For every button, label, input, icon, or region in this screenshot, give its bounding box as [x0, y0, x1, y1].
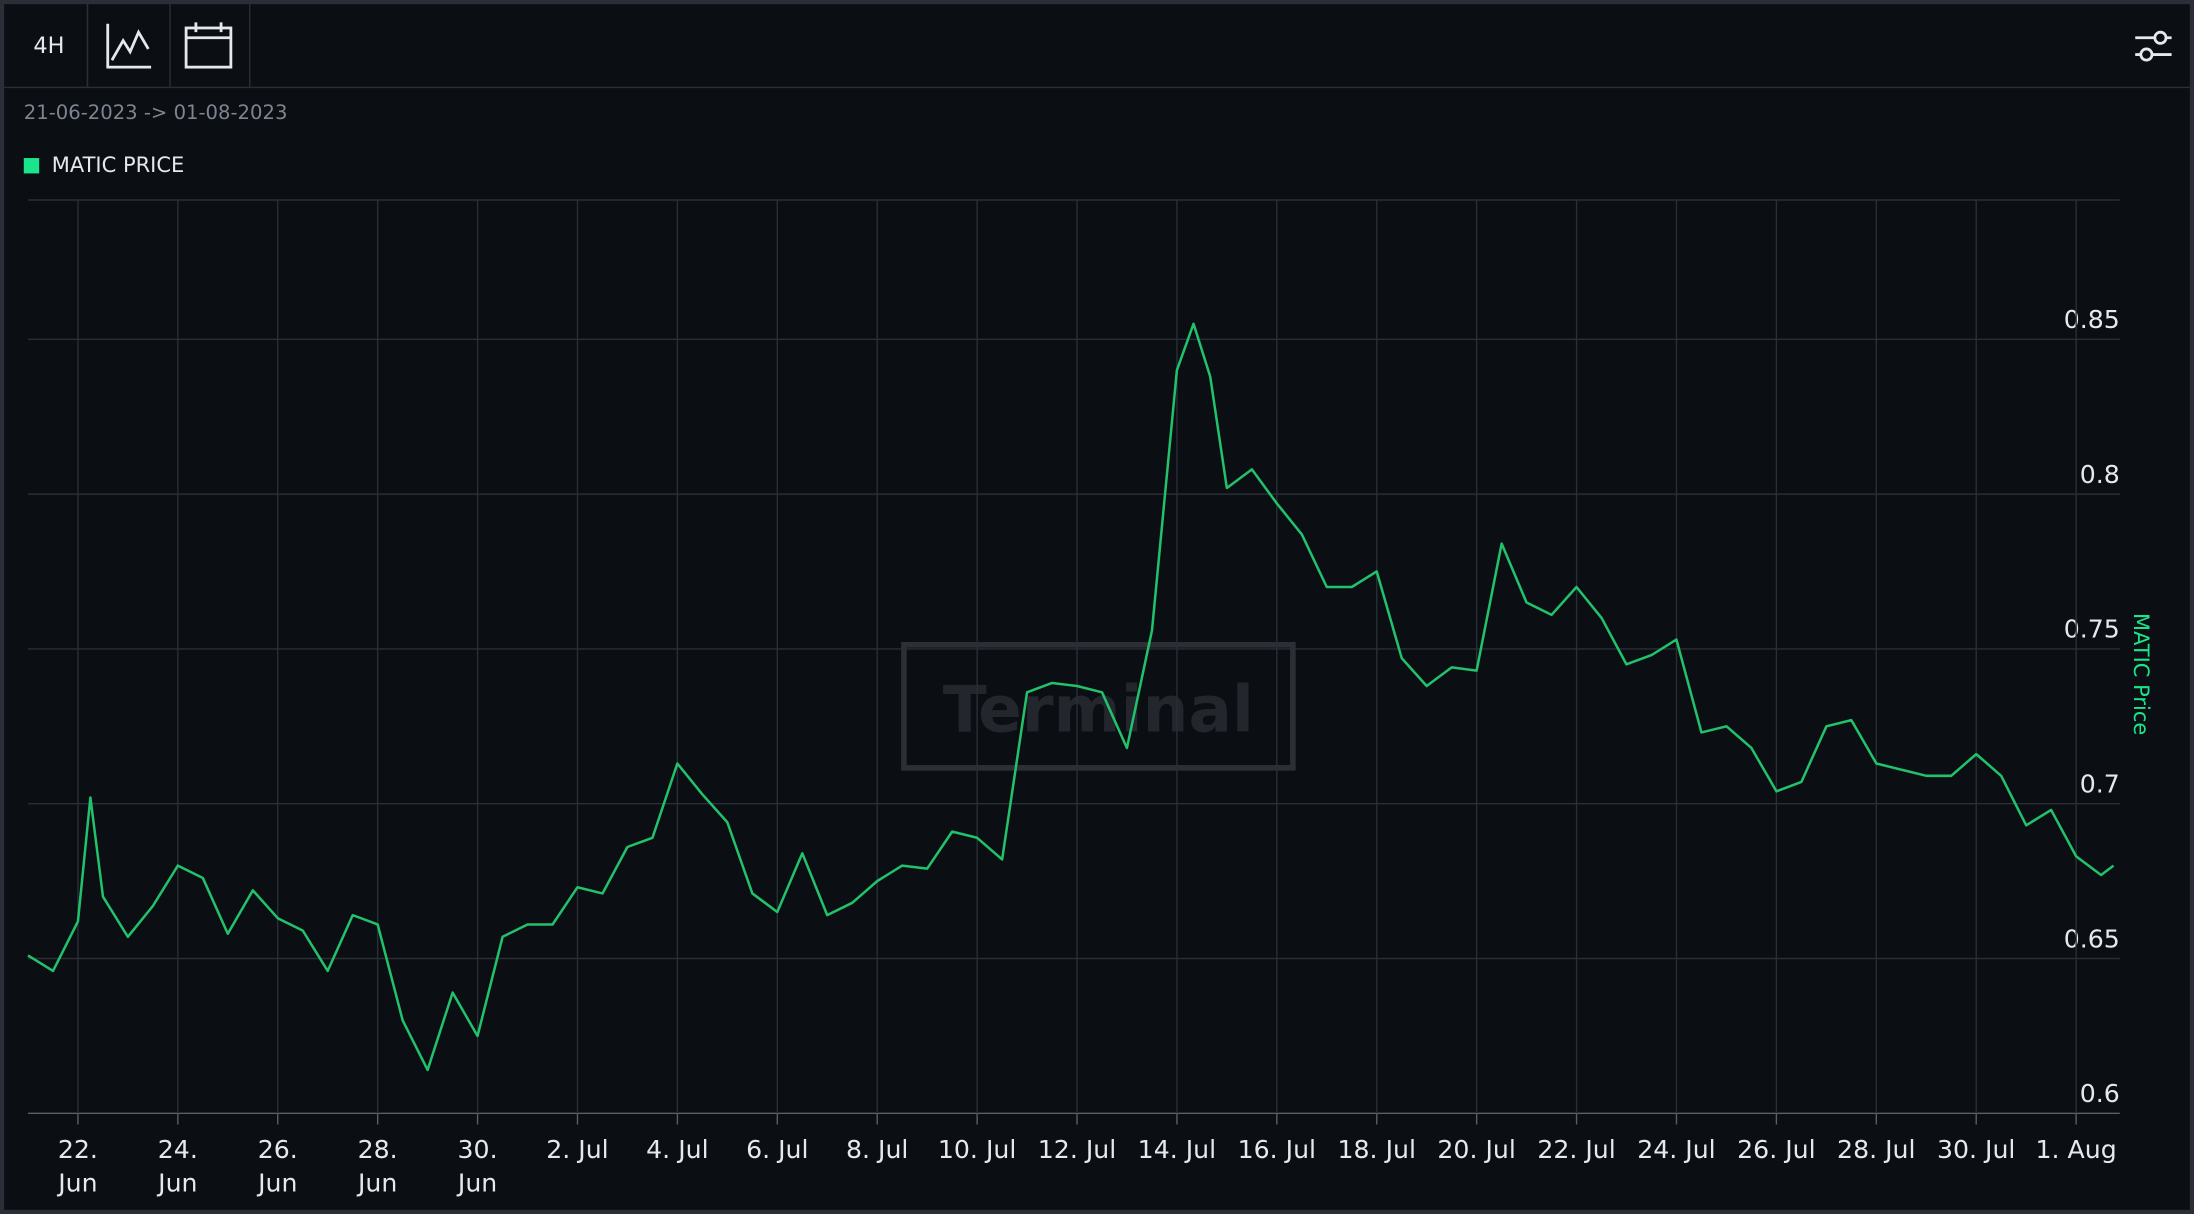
x-tick-label: 24. Jun: [157, 1135, 198, 1199]
plot: Terminal 0.6 0.65 0.7 0.75 0.8 0.85: [27, 199, 2120, 1125]
watermark: Terminal: [943, 672, 1254, 747]
y-tick-label: 0.85: [2064, 305, 2120, 334]
x-tick-label: 30. Jun: [457, 1135, 498, 1199]
x-tick-label: 1. Aug: [2035, 1135, 2117, 1166]
settings-icon: [2135, 30, 2172, 61]
x-tick-label: 22. Jul: [1537, 1135, 1616, 1166]
price-line: [27, 322, 2115, 1072]
x-tick-label: 28. Jul: [1837, 1135, 1916, 1166]
x-tick-label: 14. Jul: [1137, 1135, 1217, 1166]
y-tick-label: 0.75: [2064, 615, 2120, 644]
x-tick-label: 26. Jul: [1737, 1135, 1816, 1166]
x-tick-label: 18. Jul: [1337, 1135, 1416, 1166]
toolbar: 4H: [4, 4, 2190, 89]
legend-label: MATIC PRICE: [51, 152, 185, 178]
watermark-frame: [901, 641, 1296, 771]
y-tick-label: 0.6: [2080, 1079, 2120, 1108]
x-tick-label: 28. Jun: [357, 1135, 398, 1199]
calendar-icon: [184, 21, 233, 68]
x-tick-label: 4. Jul: [646, 1135, 709, 1166]
x-tick-label: 22. Jun: [57, 1135, 98, 1199]
date-range-button[interactable]: [168, 4, 251, 87]
x-tick-label: 8. Jul: [845, 1135, 909, 1166]
x-tick-label: 2. Jul: [546, 1135, 609, 1166]
date-range: 21-06-2023 -> 01-08-2023: [23, 102, 288, 125]
x-tick-label: 26. Jun: [257, 1135, 298, 1199]
x-tick-label: 12. Jul: [1037, 1135, 1117, 1166]
legend-swatch: [23, 157, 40, 173]
x-tick-label: 16. Jul: [1237, 1135, 1317, 1166]
y-tick-label: 0.7: [2080, 770, 2120, 799]
x-tick-label: 6. Jul: [746, 1135, 809, 1166]
y-tick-label: 0.8: [2080, 460, 2120, 489]
line-icon: [106, 23, 152, 68]
x-tick-label: 30. Jul: [1936, 1135, 2016, 1166]
settings-button[interactable]: [2117, 4, 2190, 87]
x-tick-label: 10. Jul: [937, 1135, 1017, 1166]
x-tick-label: 20. Jul: [1437, 1135, 1516, 1166]
y-tick-label: 0.65: [2064, 924, 2120, 953]
chart-type-button[interactable]: [86, 4, 171, 87]
legend[interactable]: MATIC PRICE: [23, 152, 185, 178]
y-axis-label: MATIC Price: [2128, 612, 2154, 736]
x-tick-label: 24. Jul: [1637, 1135, 1716, 1166]
